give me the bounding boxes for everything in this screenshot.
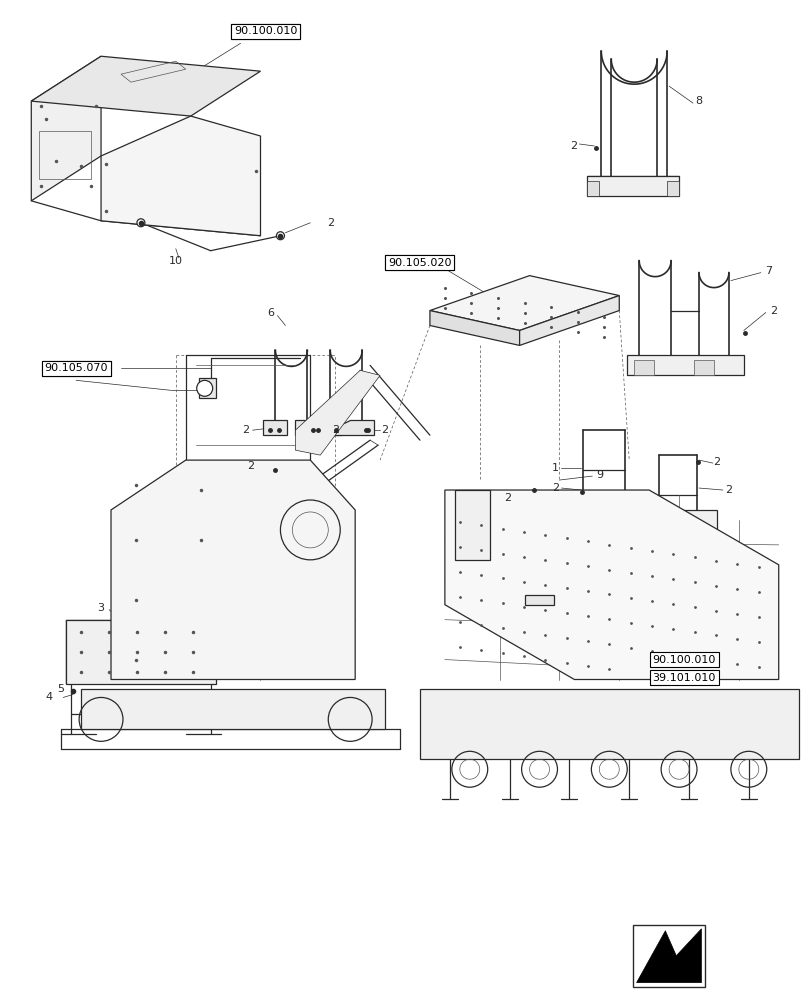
Polygon shape xyxy=(66,620,216,684)
Polygon shape xyxy=(567,500,643,520)
Bar xyxy=(632,925,705,987)
Polygon shape xyxy=(101,116,260,236)
Polygon shape xyxy=(263,420,287,435)
Polygon shape xyxy=(199,378,216,398)
Polygon shape xyxy=(693,360,713,375)
Text: 10: 10 xyxy=(169,256,182,266)
Polygon shape xyxy=(32,56,260,116)
Text: 39.101.010: 39.101.010 xyxy=(651,673,714,683)
Polygon shape xyxy=(32,56,101,201)
Polygon shape xyxy=(642,510,716,540)
Polygon shape xyxy=(667,181,678,196)
Polygon shape xyxy=(444,490,778,680)
Text: 90.105.020: 90.105.020 xyxy=(388,258,451,268)
Text: 2: 2 xyxy=(247,461,254,471)
Text: 90.100.010: 90.100.010 xyxy=(651,655,714,665)
Text: 90.100.010: 90.100.010 xyxy=(234,26,297,36)
Text: 2: 2 xyxy=(381,425,388,435)
Polygon shape xyxy=(295,370,380,455)
Text: 2: 2 xyxy=(326,218,333,228)
Polygon shape xyxy=(454,490,489,560)
Text: 2: 2 xyxy=(504,493,511,503)
Polygon shape xyxy=(306,520,316,535)
Polygon shape xyxy=(318,420,341,435)
Polygon shape xyxy=(273,540,283,555)
Polygon shape xyxy=(318,420,374,435)
Polygon shape xyxy=(646,545,663,555)
Polygon shape xyxy=(524,595,554,605)
Polygon shape xyxy=(620,545,637,555)
Text: 2: 2 xyxy=(724,485,732,495)
Text: 90.105.070: 90.105.070 xyxy=(45,363,108,373)
Text: 90.105.020: 90.105.020 xyxy=(388,258,451,268)
Polygon shape xyxy=(571,545,586,555)
Polygon shape xyxy=(81,689,384,729)
Text: 2: 2 xyxy=(569,141,577,151)
Text: 9: 9 xyxy=(595,470,602,480)
Polygon shape xyxy=(690,545,706,555)
Text: 8: 8 xyxy=(694,96,702,106)
Text: 90.105.070: 90.105.070 xyxy=(45,363,108,373)
Text: 2: 2 xyxy=(242,425,249,435)
Text: 2: 2 xyxy=(551,483,558,493)
Text: 2: 2 xyxy=(769,306,776,316)
Circle shape xyxy=(196,380,212,396)
Text: 2: 2 xyxy=(331,425,338,435)
Polygon shape xyxy=(636,929,701,983)
Text: 6: 6 xyxy=(267,308,273,318)
Polygon shape xyxy=(419,689,798,759)
Polygon shape xyxy=(519,296,619,345)
Circle shape xyxy=(276,232,284,240)
Text: 90.100.010: 90.100.010 xyxy=(234,26,297,36)
Polygon shape xyxy=(429,276,619,330)
Text: 1: 1 xyxy=(551,463,558,473)
Circle shape xyxy=(137,219,144,227)
Text: 4: 4 xyxy=(45,692,53,702)
Polygon shape xyxy=(633,360,654,375)
Text: 7: 7 xyxy=(764,266,771,276)
Polygon shape xyxy=(429,311,519,345)
Polygon shape xyxy=(626,355,743,375)
Polygon shape xyxy=(195,610,225,630)
Text: 5: 5 xyxy=(58,684,65,694)
Polygon shape xyxy=(586,176,678,196)
Text: 2: 2 xyxy=(713,457,719,467)
Polygon shape xyxy=(111,460,354,680)
Polygon shape xyxy=(586,181,599,196)
Text: 3: 3 xyxy=(97,603,105,613)
Polygon shape xyxy=(295,420,319,435)
